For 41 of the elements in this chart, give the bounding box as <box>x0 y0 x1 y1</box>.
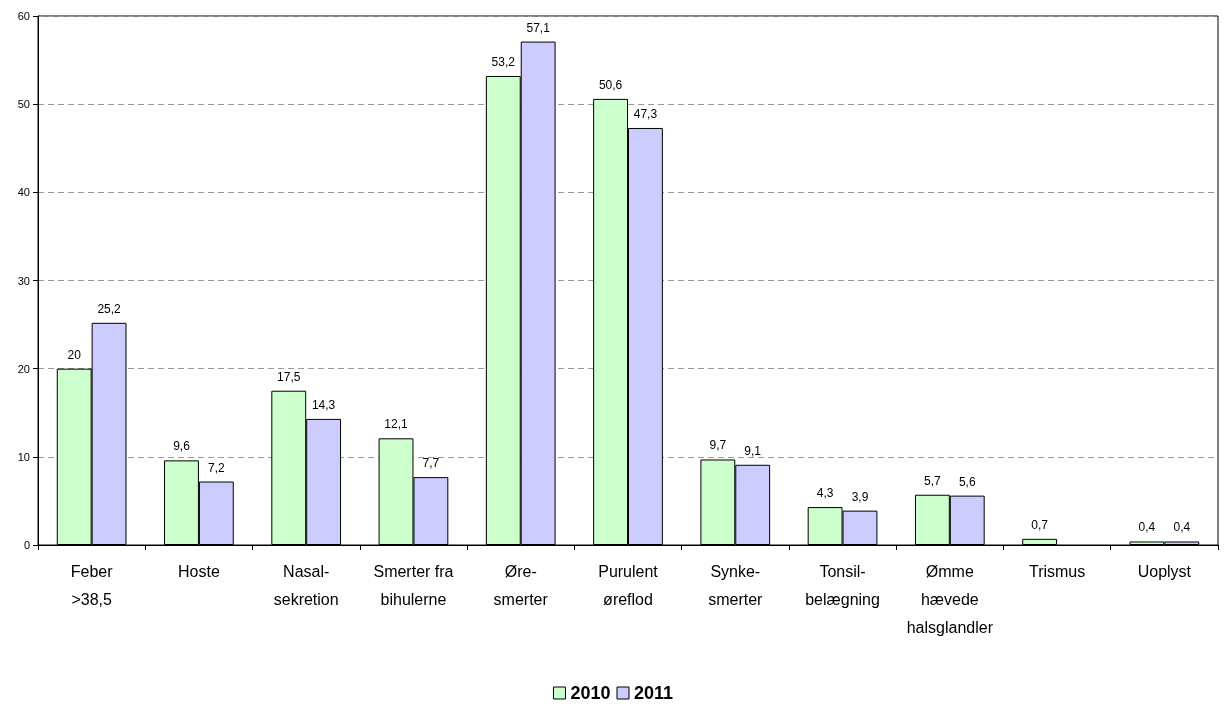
data-label: 5,6 <box>958 474 976 489</box>
data-label: 47,3 <box>633 106 658 121</box>
y-tick-label: 40 <box>17 186 30 199</box>
data-label: 0,4 <box>1173 520 1191 535</box>
y-tick-label: 0 <box>23 539 30 551</box>
data-label: 7,2 <box>208 460 225 475</box>
legend-label: 2011 <box>634 683 674 703</box>
data-label: 9,1 <box>744 443 762 458</box>
x-tick-label: Nasal- sekretion <box>273 562 339 608</box>
x-tick-label: Øre- smerter <box>493 562 549 608</box>
data-label: 9,6 <box>173 439 191 454</box>
data-label: 53,2 <box>491 54 516 69</box>
x-tick-label: Hoste <box>178 562 220 580</box>
x-tick-label: Ømme hævede halsglandler <box>906 562 994 636</box>
legend-label: 2010 <box>570 683 611 703</box>
data-label: 12,1 <box>384 417 409 432</box>
data-label: 9,7 <box>709 438 727 453</box>
data-label: 3,9 <box>851 489 869 504</box>
data-label: 17,5 <box>277 369 301 384</box>
x-tick-label: Trismus <box>1028 562 1086 580</box>
data-label: 0,4 <box>1138 520 1156 535</box>
x-tick-label: Smerter fra bihulerne <box>373 562 454 608</box>
data-label: 25,2 <box>97 301 122 316</box>
data-label: 7,7 <box>422 456 440 471</box>
y-tick-label: 50 <box>17 98 30 111</box>
y-tick-label: 20 <box>17 362 30 375</box>
data-label: 5,7 <box>924 473 942 488</box>
data-label: 20 <box>67 347 82 362</box>
x-tick-label: Tonsil- belægning <box>805 562 880 608</box>
y-tick-label: 30 <box>17 274 30 287</box>
x-tick-label: Feber >38,5 <box>70 562 114 608</box>
y-tick-label: 10 <box>17 450 30 463</box>
data-label: 4,3 <box>816 486 834 501</box>
data-label: 14,3 <box>311 397 336 412</box>
x-tick-label: Uoplyst <box>1137 562 1192 580</box>
x-tick-label: Synke- smerter <box>708 562 764 608</box>
data-label: 0,7 <box>1031 517 1049 532</box>
data-label: 57,1 <box>526 20 551 35</box>
data-label: 50,6 <box>598 77 623 92</box>
x-tick-label: Purulent øreflod <box>598 562 659 608</box>
y-tick-label: 60 <box>17 10 30 22</box>
